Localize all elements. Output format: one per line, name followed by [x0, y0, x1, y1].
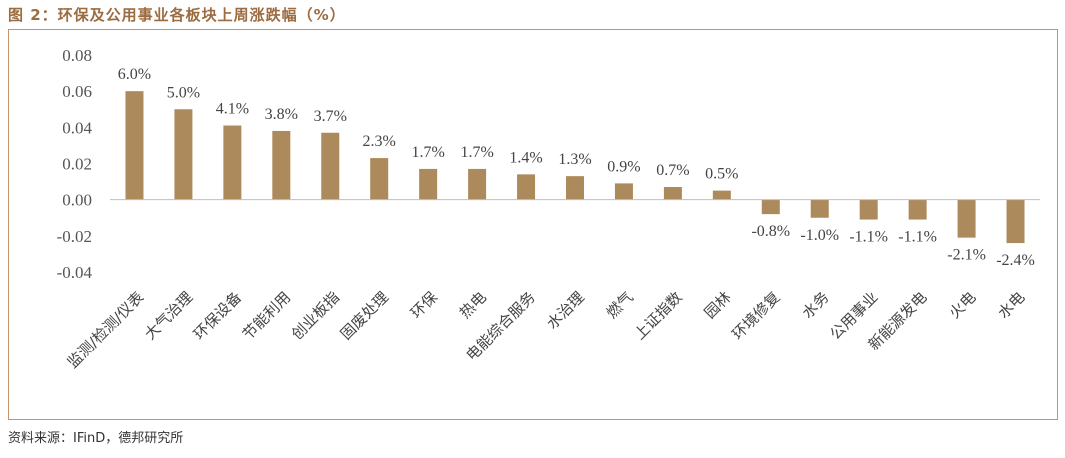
bar-chart: 0.08 0.06 0.04 0.02 0.00 -0.02 -0.04 6.0% 5.0% 4…	[57, 46, 1040, 372]
bar	[712, 190, 731, 200]
title-divider	[8, 29, 1058, 30]
bar	[125, 91, 144, 200]
x-tick-label: 火电	[945, 288, 979, 322]
bar-value-label: -2.4%	[996, 252, 1035, 269]
y-tick-label: -0.04	[57, 263, 93, 282]
x-tick-label: 监测/检测/仪表	[64, 288, 148, 372]
y-tick-label: 0.06	[62, 82, 92, 101]
bar-value-label: 3.7%	[314, 108, 347, 125]
bar-value-label: 1.3%	[558, 151, 591, 168]
y-axis-ticks: 0.08 0.06 0.04 0.02 0.00 -0.02 -0.04	[57, 46, 93, 282]
data-labels: 6.0% 5.0% 4.1% 3.8% 3.7% 2.3% 1.7% 1.7% 1.4% 1.3%…	[118, 66, 1035, 269]
bar-value-label: -1.1%	[849, 229, 888, 246]
bar-value-label: 4.1%	[216, 101, 249, 118]
bar	[174, 109, 193, 200]
x-tick-label: 环保	[407, 288, 441, 322]
x-tick-label: 节能利用	[239, 288, 294, 343]
bar-value-label: 1.4%	[509, 149, 542, 166]
x-tick-label: 环保设备	[190, 288, 245, 343]
x-tick-label: 热电	[456, 288, 490, 322]
bar-value-label: 1.7%	[411, 144, 444, 161]
x-tick-label: 固废处理	[337, 288, 392, 343]
y-tick-label: 0.08	[62, 46, 92, 65]
x-tick-label: 园林	[701, 288, 735, 322]
bar	[663, 187, 682, 200]
x-tick-label: 水治理	[543, 288, 588, 333]
y-tick-label: 0.04	[62, 118, 92, 137]
figure-title: 图 2：环保及公用事业各板块上周涨跌幅（%）	[8, 6, 346, 24]
bar	[517, 174, 536, 200]
x-tick-label: 燃气	[603, 288, 637, 322]
bar-value-label: 3.8%	[265, 106, 298, 123]
bar-value-label: 5.0%	[167, 84, 200, 101]
bar-value-label: -2.1%	[947, 247, 986, 264]
bar	[419, 168, 438, 200]
y-tick-label: -0.02	[57, 227, 92, 246]
bar	[321, 132, 340, 200]
x-tick-label: 上证指数	[631, 288, 686, 343]
bar-value-label: 0.9%	[607, 158, 640, 175]
bar	[223, 125, 242, 200]
bar-value-label: 1.7%	[460, 144, 493, 161]
bar	[957, 199, 976, 238]
y-tick-label: 0.00	[62, 191, 92, 210]
bar-value-label: 0.5%	[705, 166, 738, 183]
x-tick-label: 水电	[994, 288, 1028, 322]
y-tick-label: 0.02	[62, 155, 92, 174]
bar-value-label: -1.1%	[898, 229, 937, 246]
x-tick-label: 创业板指	[288, 288, 343, 343]
x-tick-label: 环境修复	[728, 288, 783, 343]
bar	[272, 130, 291, 200]
bar-value-label: 6.0%	[118, 66, 151, 83]
x-tick-label: 大气治理	[141, 288, 196, 343]
bar	[761, 199, 780, 215]
x-tick-label: 水务	[799, 288, 833, 322]
bar-value-label: 0.7%	[656, 162, 689, 179]
bar	[468, 168, 487, 200]
bar-value-label: -0.8%	[751, 223, 790, 240]
bar	[859, 199, 878, 220]
bar	[370, 158, 389, 200]
frame-right-border	[1057, 29, 1058, 420]
bar-value-label: -1.0%	[800, 227, 839, 244]
bar	[566, 176, 584, 200]
bar-series	[125, 91, 1025, 244]
bar	[1006, 199, 1025, 244]
source-divider	[8, 419, 1058, 420]
bar	[908, 199, 927, 220]
bar-value-label: 2.3%	[363, 133, 396, 150]
bar	[614, 183, 633, 200]
frame-left-border	[8, 29, 9, 420]
source-note: 资料来源：IFinD，德邦研究所	[8, 431, 184, 446]
bar	[810, 199, 829, 218]
